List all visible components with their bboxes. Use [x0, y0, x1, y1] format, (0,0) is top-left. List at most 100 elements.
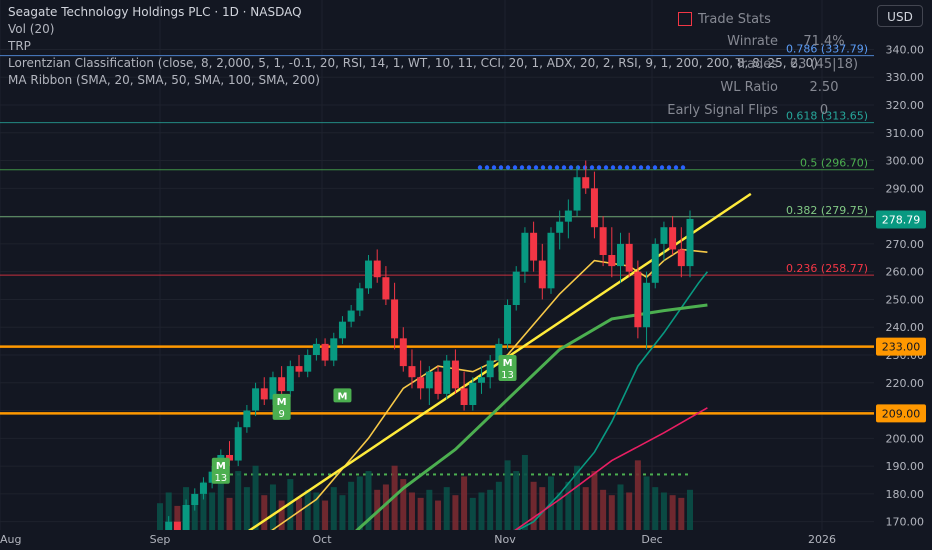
volume-ma-dot	[440, 473, 443, 476]
volume-ma-dot	[601, 473, 604, 476]
price-tick: 270.00	[886, 238, 925, 251]
candle-body	[582, 177, 590, 189]
lorentzian-indicator[interactable]: Lorentzian Classification (close, 8, 2,0…	[8, 56, 818, 70]
volume-bar	[626, 492, 633, 530]
candle-body	[443, 360, 451, 394]
signal-text: M	[216, 461, 226, 472]
volume-bar	[574, 465, 581, 530]
resistance-dot	[659, 165, 665, 170]
resistance-dot	[568, 165, 574, 170]
volume-ma-dot	[265, 473, 268, 476]
price-tick: 290.00	[886, 182, 925, 195]
volume-ma-dot	[608, 473, 611, 476]
volume-ma-dot	[447, 473, 450, 476]
volume-ma-dot	[489, 473, 492, 476]
candle-body	[425, 371, 433, 389]
volume-bar	[330, 487, 337, 530]
resistance-dot	[666, 165, 672, 170]
last-price-tag	[876, 210, 926, 229]
volume-ma-dot	[587, 473, 590, 476]
volume-ma-dot	[328, 473, 331, 476]
level-tag	[876, 404, 926, 423]
price-tick: 170.00	[886, 516, 925, 529]
volume-bar	[487, 489, 494, 530]
signal-count: 13	[214, 473, 227, 484]
candle-body	[512, 271, 520, 305]
stats-value: 0	[819, 103, 829, 118]
volume-ma-dot	[622, 473, 625, 476]
candle-body	[669, 227, 677, 250]
volume-ma-dot	[468, 473, 471, 476]
trade-stats-header: Trade Stats	[678, 8, 860, 30]
candle-body	[599, 227, 607, 255]
candle-body	[347, 310, 355, 322]
candle-body	[660, 227, 668, 244]
volume-bar	[269, 484, 276, 530]
volume-bar	[322, 500, 329, 530]
resistance-dot	[575, 165, 581, 170]
volume-ma-dot	[664, 473, 667, 476]
volume-bar	[669, 495, 676, 530]
price-tick: 320.00	[886, 99, 925, 112]
volume-ma-dot	[293, 473, 296, 476]
price-tick: 200.00	[886, 432, 925, 445]
resistance-dot	[526, 165, 532, 170]
volume-bar	[521, 455, 528, 530]
trp-indicator[interactable]: TRP	[8, 39, 31, 53]
volume-ma-dot	[552, 473, 555, 476]
volume-ma-dot	[685, 473, 688, 476]
volume-ma-dot	[510, 473, 513, 476]
volume-ma-dot	[251, 473, 254, 476]
candle-body	[330, 338, 338, 361]
volume-ma-dot	[433, 473, 436, 476]
sma-line	[350, 303, 708, 537]
volume-ma-dot	[244, 473, 247, 476]
candle-body	[338, 321, 346, 339]
candle-body	[269, 377, 277, 400]
volume-ma-dot	[300, 473, 303, 476]
trade-stats-title: Trade Stats	[698, 11, 771, 27]
volume-bar	[200, 481, 207, 530]
volume-bar	[504, 460, 511, 530]
price-tick: 240.00	[886, 321, 925, 334]
time-tick: Nov	[494, 533, 516, 546]
resistance-dot	[631, 165, 637, 170]
volume-ma-dot	[531, 473, 534, 476]
time-tick: Oct	[312, 533, 332, 546]
fib-label: 0.5 (296.70)	[800, 157, 868, 170]
candle-body	[616, 243, 624, 267]
stats-value: 71.4%	[803, 34, 845, 49]
resistance-dot	[547, 165, 553, 170]
resistance-dot	[645, 165, 651, 170]
resistance-dot	[561, 165, 567, 170]
level-tag-text: 233.00	[882, 341, 921, 354]
candle-body	[460, 388, 468, 405]
ma-ribbon-indicator[interactable]: MA Ribbon (SMA, 20, SMA, 50, SMA, 100, S…	[8, 73, 320, 87]
currency-button[interactable]: USD	[877, 5, 923, 27]
candle-body	[469, 382, 477, 405]
volume-bar	[687, 489, 693, 530]
resistance-dot	[477, 165, 483, 170]
resistance-dot	[617, 165, 623, 170]
resistance-dot	[512, 165, 518, 170]
volume-ma-dot	[482, 473, 485, 476]
stats-row: Winrate 71.4%	[660, 30, 860, 53]
last-price-text: 278.79	[882, 213, 921, 226]
indicator-legend: Seagate Technology Holdings PLC · 1D · N…	[8, 4, 818, 89]
candle-body	[295, 366, 303, 372]
price-tick: 340.00	[886, 43, 925, 56]
candle-body	[634, 271, 642, 328]
volume-ma-dot	[230, 473, 233, 476]
time-axis[interactable]: Aug Sep Oct Nov Dec 2026	[0, 530, 932, 550]
symbol-title[interactable]: Seagate Technology Holdings PLC · 1D · N…	[8, 5, 302, 19]
volume-ma-dot	[559, 473, 562, 476]
price-axis[interactable]: 170.00180.00190.00200.00210.00220.00230.…	[886, 43, 925, 528]
vol-indicator[interactable]: Vol (20)	[8, 22, 55, 36]
candle-body	[243, 410, 251, 428]
sma-line	[507, 407, 708, 537]
candle-body	[286, 366, 294, 392]
volume-bar	[304, 489, 311, 530]
volume-bar	[235, 471, 242, 530]
